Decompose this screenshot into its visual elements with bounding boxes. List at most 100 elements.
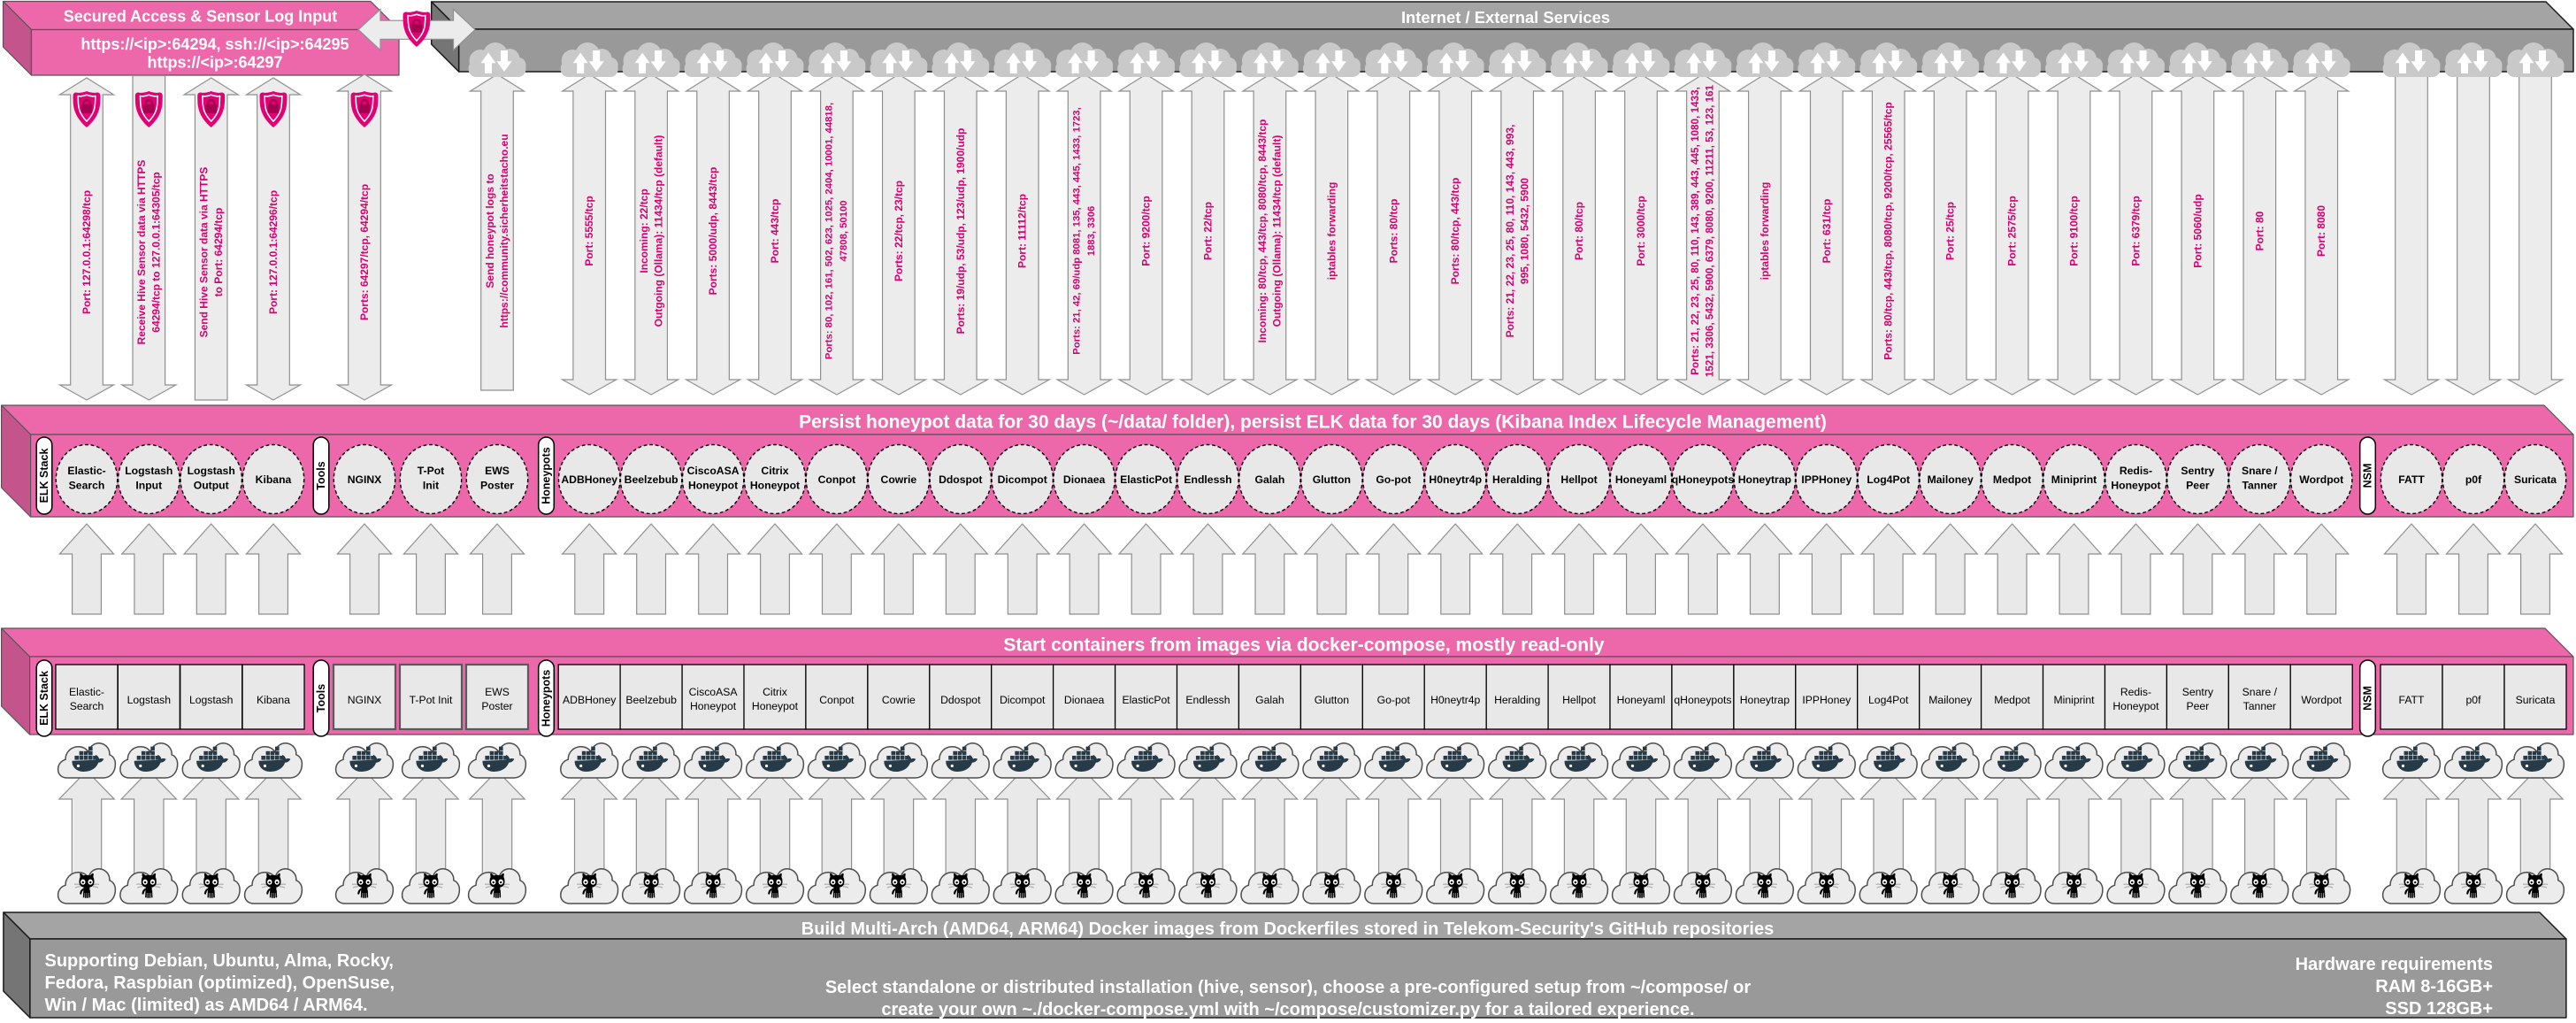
svg-text:Incoming: 22/tcp: Incoming: 22/tcp bbox=[638, 188, 650, 273]
svg-text:Dicompot: Dicompot bbox=[1000, 694, 1046, 706]
svg-text:qHoneypots: qHoneypots bbox=[1672, 473, 1735, 486]
svg-text:Ports: 80/tcp: Ports: 80/tcp bbox=[1387, 199, 1399, 264]
svg-text:Honeypot: Honeypot bbox=[2112, 700, 2159, 712]
svg-text:Redis-: Redis- bbox=[2120, 686, 2151, 698]
svg-text:Log4Pot: Log4Pot bbox=[1867, 473, 1910, 486]
svg-text:Wordpot: Wordpot bbox=[2301, 694, 2342, 706]
svg-text:IPPHoney: IPPHoney bbox=[1801, 473, 1852, 486]
svg-text:Go-pot: Go-pot bbox=[1377, 694, 1411, 706]
svg-text:Snare /: Snare / bbox=[2242, 465, 2278, 477]
svg-text:Snare /: Snare / bbox=[2242, 686, 2278, 698]
svg-text:Conpot: Conpot bbox=[818, 473, 856, 486]
svg-text:ELK Stack: ELK Stack bbox=[38, 449, 50, 504]
svg-text:Ports: 19/udp, 53/udp, 123/udp: Ports: 19/udp, 53/udp, 123/udp, 1900/udp bbox=[954, 128, 967, 335]
svg-text:Port: 631/tcp: Port: 631/tcp bbox=[1821, 199, 1833, 264]
svg-text:Cowrie: Cowrie bbox=[882, 694, 916, 706]
svg-text:Logstash: Logstash bbox=[127, 694, 171, 706]
svg-text:Beelzebub: Beelzebub bbox=[625, 694, 677, 706]
svg-text:Honeypot: Honeypot bbox=[690, 700, 737, 712]
svg-text:Redis-: Redis- bbox=[2120, 465, 2152, 477]
svg-text:Port: 22/tcp: Port: 22/tcp bbox=[1202, 202, 1215, 260]
svg-text:Port: 11112/tcp: Port: 11112/tcp bbox=[1016, 194, 1029, 268]
svg-text:Ports: 5000/udp, 8443/tcp: Ports: 5000/udp, 8443/tcp bbox=[707, 167, 719, 296]
svg-text:Port: 443/tcp: Port: 443/tcp bbox=[769, 199, 781, 264]
svg-text:Wordpot: Wordpot bbox=[2299, 473, 2343, 486]
svg-text:Sentry: Sentry bbox=[2181, 465, 2214, 477]
svg-text:Galah: Galah bbox=[1254, 473, 1284, 486]
svg-text:https://<ip>:64297: https://<ip>:64297 bbox=[147, 54, 282, 72]
svg-text:Ports: 21, 22, 23, 25, 80, 110: Ports: 21, 22, 23, 25, 80, 110, 143, 443… bbox=[1504, 125, 1516, 338]
svg-text:Suricata: Suricata bbox=[2516, 694, 2556, 706]
svg-text:Ddospot: Ddospot bbox=[940, 694, 981, 706]
svg-text:Honeytrap: Honeytrap bbox=[1740, 694, 1790, 706]
svg-text:Tools: Tools bbox=[315, 684, 327, 712]
svg-text:Elastic-: Elastic- bbox=[67, 465, 105, 477]
svg-text:Logstash: Logstash bbox=[188, 465, 235, 477]
svg-text:ADBHoney: ADBHoney bbox=[561, 473, 617, 486]
svg-text:NSM: NSM bbox=[2362, 464, 2374, 488]
svg-text:Tanner: Tanner bbox=[2243, 700, 2276, 712]
svg-text:Honeypots: Honeypots bbox=[540, 670, 553, 727]
svg-text:CiscoASA: CiscoASA bbox=[687, 465, 740, 477]
svg-text:Heralding: Heralding bbox=[1494, 694, 1540, 706]
svg-text:Citrix: Citrix bbox=[761, 465, 788, 477]
svg-text:Medpot: Medpot bbox=[1994, 694, 2030, 706]
svg-text:Poster: Poster bbox=[480, 480, 514, 492]
svg-text:Glutton: Glutton bbox=[1313, 473, 1351, 486]
svg-text:Receive Hive Sensor data via H: Receive Hive Sensor data via HTTPS bbox=[135, 160, 148, 345]
svg-text:NSM: NSM bbox=[2362, 686, 2374, 711]
svg-text:Start containers from images v: Start containers from images via docker-… bbox=[1003, 635, 1605, 656]
svg-text:Glutton: Glutton bbox=[1315, 694, 1349, 706]
svg-text:Search: Search bbox=[69, 480, 105, 492]
svg-text:https://community.sicherheitst: https://community.sicherheitstacho.eu bbox=[498, 134, 510, 327]
svg-text:p0f: p0f bbox=[2466, 694, 2482, 706]
svg-text:iptables forwarding: iptables forwarding bbox=[1759, 182, 1771, 281]
svg-text:Ports: 80/tcp, 443/tcp, 8080/t: Ports: 80/tcp, 443/tcp, 8080/tcp, 9200/t… bbox=[1882, 102, 1895, 359]
svg-text:995, 1080, 5432, 5900: 995, 1080, 5432, 5900 bbox=[1518, 178, 1530, 284]
svg-text:Honeypot: Honeypot bbox=[688, 480, 738, 492]
svg-text:Send honeypot logs to: Send honeypot logs to bbox=[484, 173, 496, 288]
svg-text:Persist honeypot data for 30 d: Persist honeypot data for 30 days (~/dat… bbox=[799, 412, 1827, 433]
svg-text:Poster: Poster bbox=[481, 700, 512, 712]
svg-text:Mailoney: Mailoney bbox=[1928, 473, 1974, 486]
svg-text:Win / Mac (limited) as AMD64 /: Win / Mac (limited) as AMD64 / ARM64. bbox=[45, 996, 368, 1015]
svg-text:FATT: FATT bbox=[2399, 694, 2425, 706]
svg-text:Ports: 64297/tcp, 64294/tcp: Ports: 64297/tcp, 64294/tcp bbox=[358, 184, 371, 320]
svg-text:Mailoney: Mailoney bbox=[1928, 694, 1973, 706]
svg-text:Build Multi-Arch (AMD64, ARM64: Build Multi-Arch (AMD64, ARM64) Docker i… bbox=[801, 919, 1774, 939]
svg-text:T-Pot Init: T-Pot Init bbox=[410, 694, 453, 706]
svg-text:Port: 127.0.0.1:64296/tcp: Port: 127.0.0.1:64296/tcp bbox=[267, 190, 280, 314]
svg-text:NGINX: NGINX bbox=[348, 473, 382, 486]
svg-text:Dicompot: Dicompot bbox=[998, 473, 1047, 486]
svg-text:Heralding: Heralding bbox=[1492, 473, 1542, 486]
svg-text:Outgoing (Ollama): 11434/tcp (: Outgoing (Ollama): 11434/tcp (default) bbox=[1271, 135, 1284, 327]
svg-text:Kibana: Kibana bbox=[256, 473, 292, 486]
svg-text:Output: Output bbox=[194, 480, 229, 492]
svg-text:EWS: EWS bbox=[485, 686, 510, 698]
svg-text:Ddospot: Ddospot bbox=[939, 473, 982, 486]
svg-text:Tools: Tools bbox=[315, 461, 327, 489]
svg-text:Search: Search bbox=[70, 700, 104, 712]
svg-text:Init: Init bbox=[423, 480, 439, 492]
svg-text:Honeypot: Honeypot bbox=[2111, 480, 2160, 492]
svg-text:Galah: Galah bbox=[1255, 694, 1284, 706]
svg-text:ElasticPot: ElasticPot bbox=[1122, 694, 1170, 706]
svg-text:Port: 80: Port: 80 bbox=[2253, 211, 2266, 250]
svg-text:EWS: EWS bbox=[485, 465, 510, 477]
svg-text:47808, 50100: 47808, 50100 bbox=[839, 200, 849, 261]
svg-text:Port: 9200/tcp: Port: 9200/tcp bbox=[1140, 196, 1153, 265]
svg-text:Select standalone or distribut: Select standalone or distributed install… bbox=[825, 978, 1752, 997]
svg-text:Logstash: Logstash bbox=[125, 465, 172, 477]
svg-text:ElasticPot: ElasticPot bbox=[1120, 473, 1172, 486]
svg-text:Ports: 21, 22, 23, 25, 80, 110: Ports: 21, 22, 23, 25, 80, 110, 143, 389… bbox=[1690, 87, 1701, 375]
svg-text:Beelzebub: Beelzebub bbox=[625, 473, 678, 486]
svg-text:Honeyaml: Honeyaml bbox=[1617, 694, 1666, 706]
svg-text:Send Hive Sensor data via HTTP: Send Hive Sensor data via HTTPS bbox=[198, 167, 211, 338]
svg-text:Port: 9100/tcp: Port: 9100/tcp bbox=[2068, 196, 2081, 265]
svg-text:Port: 6379/tcp: Port: 6379/tcp bbox=[2129, 196, 2142, 265]
svg-text:Honeypot: Honeypot bbox=[752, 700, 799, 712]
svg-text:Hardware requirements: Hardware requirements bbox=[2296, 955, 2493, 974]
svg-text:Log4Pot: Log4Pot bbox=[1868, 694, 1909, 706]
svg-text:Port: 25/tcp: Port: 25/tcp bbox=[1944, 202, 1957, 260]
svg-text:Sentry: Sentry bbox=[2182, 686, 2214, 698]
